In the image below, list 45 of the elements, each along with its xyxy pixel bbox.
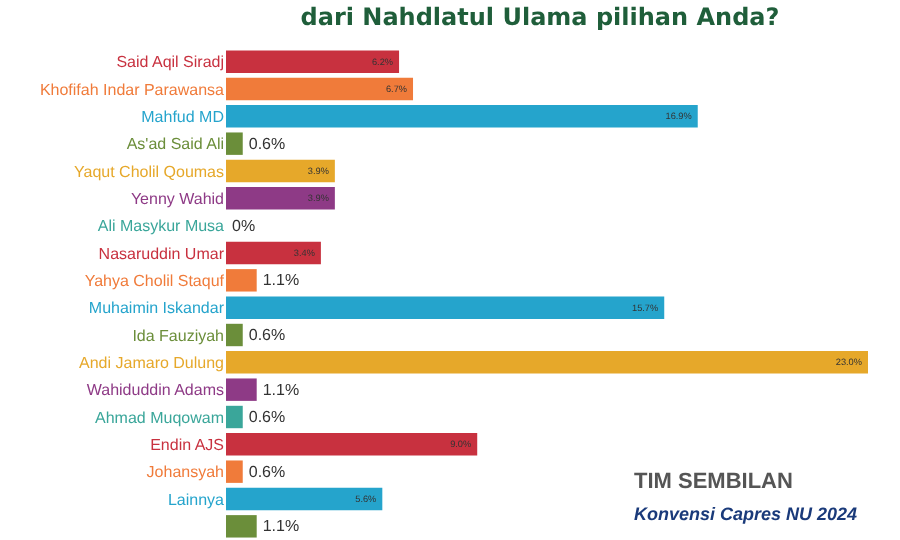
y-tick-label: Nasaruddin Umar [98, 244, 225, 263]
data-label: 1.1% [262, 380, 300, 399]
data-label: 1.1% [262, 271, 300, 290]
bar [226, 269, 257, 292]
data-label: 1.1% [262, 517, 300, 536]
bar [226, 351, 868, 374]
chart-title: dari Nahdlatul Ulama pilihan Anda? [300, 2, 780, 31]
y-tick-label: Ida Fauziyah [132, 326, 224, 345]
bar [226, 187, 335, 210]
bar [226, 105, 698, 128]
y-tick-label: Khofifah Indar Parawansa [39, 80, 226, 99]
y-tick-label: Lainnya [167, 490, 226, 509]
y-tick-label: Yahya Cholil Staquf [84, 271, 226, 290]
y-tick-label: Muhaimin Iskandar [88, 299, 225, 318]
bar [226, 515, 257, 538]
bar [226, 433, 478, 456]
bar [226, 77, 414, 101]
bar [226, 159, 335, 183]
y-tick-label: Said Aqil Siradj [116, 53, 225, 72]
bar [226, 132, 243, 155]
y-tick-label: Wahiduddin Adams [86, 381, 224, 400]
data-label: 0.6% [248, 408, 286, 426]
bar [226, 378, 257, 401]
y-tick-label: Yenny Wahid [130, 189, 224, 208]
y-tick-label: Ahmad Muqowam [95, 408, 225, 427]
bar [226, 296, 665, 319]
y-tick-label: Andi Jamaro Dulung [79, 353, 224, 372]
y-tick-label: Yaqut Cholil Qoumas [74, 162, 224, 181]
y-tick-label: Mahfud MD [141, 107, 225, 126]
bar [226, 323, 243, 347]
y-tick-label: Johansyah [146, 463, 224, 482]
bar [226, 50, 400, 73]
y-tick-label: As'ad Said Ali [126, 135, 225, 154]
data-label: 0.6% [248, 326, 286, 344]
annotation: TIM SEMBILAN [634, 470, 793, 494]
data-label: 0% [232, 216, 256, 235]
data-label: 0.6% [248, 462, 286, 481]
bar [226, 405, 243, 429]
bar [226, 460, 243, 483]
data-label: 0.6% [248, 134, 286, 153]
bar [226, 487, 383, 511]
annotation: Konvensi Capres NU 2024 [634, 504, 858, 524]
bar [226, 241, 321, 265]
y-tick-label: Ali Masykur Musa [97, 217, 226, 236]
y-tick-label: Endin AJS [150, 435, 224, 454]
